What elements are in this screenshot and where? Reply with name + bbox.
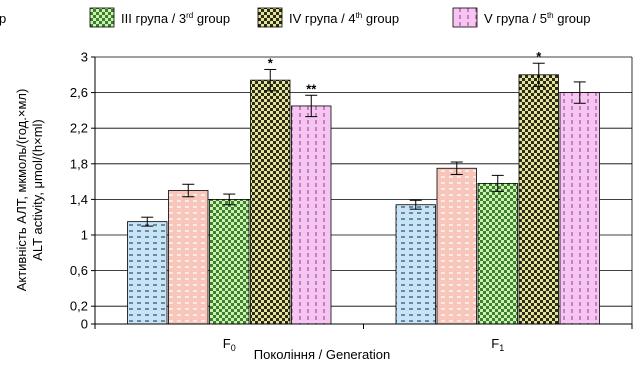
bar xyxy=(518,74,559,325)
legend-label: V група / 5th group xyxy=(484,11,591,26)
legend-swatch xyxy=(452,7,478,28)
y-axis-label-en: ALT activity, μmol/(h×ml) xyxy=(30,119,45,261)
y-tick-label: 1 xyxy=(81,228,88,243)
bar xyxy=(477,182,518,325)
y-tick-label: 3 xyxy=(81,50,88,65)
bar xyxy=(168,190,209,325)
x-tick-label: F0 xyxy=(223,336,236,353)
x-tick-label: F1 xyxy=(491,336,504,353)
y-tick-label: 1,4 xyxy=(70,192,88,207)
legend-entry: V група / 5th group xyxy=(452,7,591,28)
chart-legend: group III група / 3rd group IV група / 4th… xyxy=(0,7,591,28)
significance-mark: * xyxy=(268,55,274,70)
significance-mark: * xyxy=(536,49,542,64)
legend-label: IV група / 4th group xyxy=(289,11,399,26)
bar xyxy=(127,221,168,325)
y-axis: 0 0,2 0,6 1 1,4 1,8 2,2 2,6 3 xyxy=(70,50,633,332)
y-tick-label: 0,2 xyxy=(70,299,88,314)
bar xyxy=(250,79,291,325)
legend-label: group xyxy=(0,11,6,26)
bar xyxy=(209,198,250,325)
legend-swatch xyxy=(89,7,115,28)
bars: **** xyxy=(127,49,600,325)
legend-label: III група / 3rd group xyxy=(121,11,230,26)
bar xyxy=(436,167,477,325)
y-tick-label: 2,6 xyxy=(70,85,88,100)
y-axis-label-uk: Активність АЛТ, мкмоль/(год.×мл) xyxy=(14,89,29,292)
legend-entry: group xyxy=(0,11,6,26)
y-tick-label: 1,8 xyxy=(70,156,88,171)
x-axis: F0 F1 xyxy=(94,323,633,353)
significance-mark: ** xyxy=(306,81,317,96)
bar xyxy=(395,204,436,325)
legend-entry: III група / 3rd group xyxy=(89,7,230,28)
bar xyxy=(291,105,332,325)
legend-swatch xyxy=(257,7,283,28)
y-tick-label: 0,6 xyxy=(70,263,88,278)
y-tick-label: 0 xyxy=(81,317,88,332)
legend-entry: IV група / 4th group xyxy=(257,7,399,28)
bar xyxy=(559,92,600,325)
y-tick-label: 2,2 xyxy=(70,121,88,136)
x-axis-label: Покоління / Generation xyxy=(254,347,390,362)
